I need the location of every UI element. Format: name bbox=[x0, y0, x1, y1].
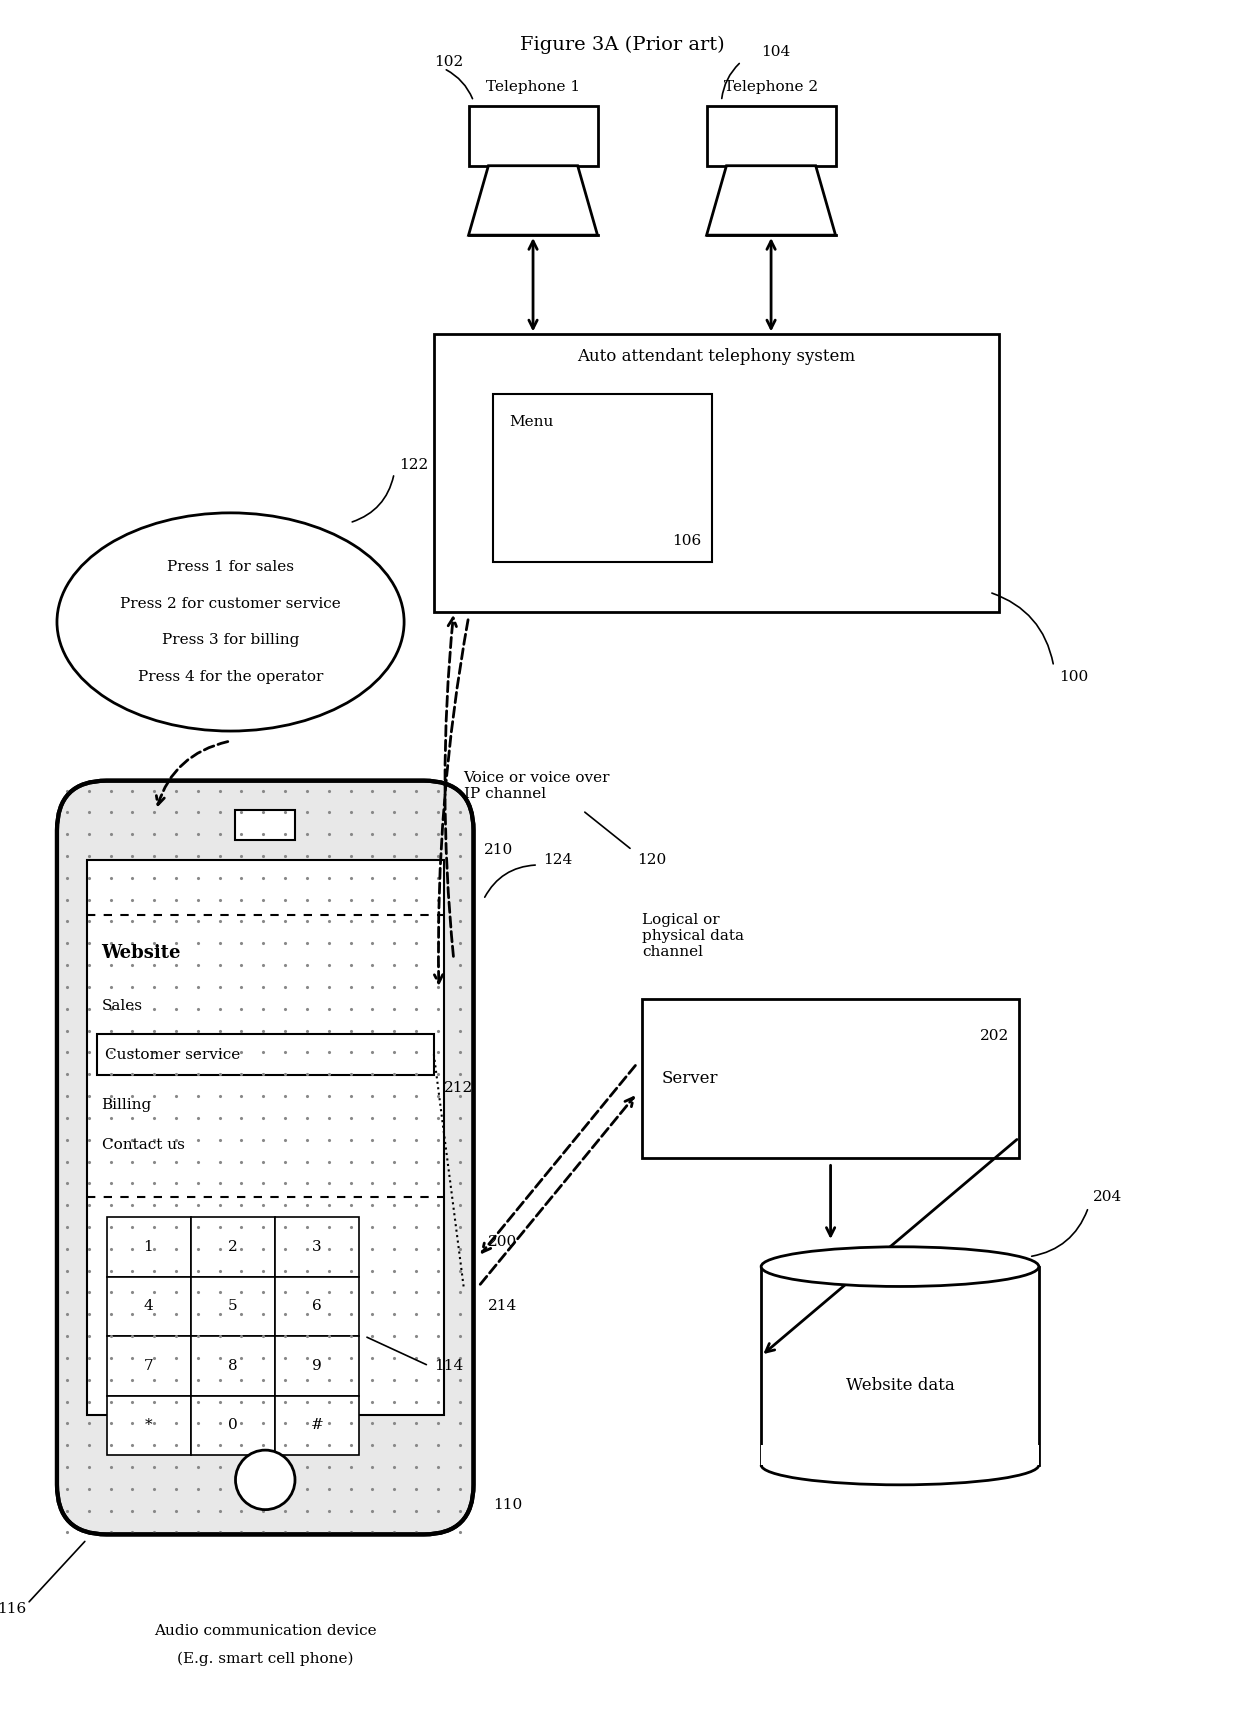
Text: 116: 116 bbox=[0, 1601, 27, 1617]
Text: 8: 8 bbox=[228, 1359, 237, 1373]
Text: Billing: Billing bbox=[102, 1098, 151, 1112]
Bar bbox=[275, 1337, 360, 1395]
Circle shape bbox=[236, 1450, 295, 1510]
Bar bbox=[87, 861, 444, 1416]
Bar bbox=[107, 1337, 191, 1395]
Bar bbox=[97, 1034, 434, 1075]
Bar bbox=[107, 1216, 191, 1276]
Text: 6: 6 bbox=[312, 1299, 321, 1313]
Text: 114: 114 bbox=[434, 1359, 463, 1373]
Bar bbox=[469, 107, 598, 165]
Text: 214: 214 bbox=[489, 1299, 517, 1313]
Text: 122: 122 bbox=[399, 459, 428, 472]
Text: Audio communication device: Audio communication device bbox=[154, 1624, 377, 1637]
Text: 5: 5 bbox=[228, 1299, 237, 1313]
Text: Server: Server bbox=[662, 1070, 718, 1087]
Text: 212: 212 bbox=[444, 1081, 472, 1094]
Bar bbox=[191, 1276, 275, 1337]
Bar bbox=[494, 393, 712, 562]
Text: Customer service: Customer service bbox=[104, 1048, 239, 1062]
Polygon shape bbox=[707, 165, 836, 235]
Text: *: * bbox=[144, 1419, 153, 1433]
Text: Website data: Website data bbox=[846, 1378, 955, 1393]
Text: Figure 3A (Prior art): Figure 3A (Prior art) bbox=[520, 36, 724, 53]
Bar bbox=[191, 1216, 275, 1276]
Text: Contact us: Contact us bbox=[102, 1137, 185, 1151]
Bar bbox=[642, 998, 1019, 1158]
Bar bbox=[107, 1276, 191, 1337]
Text: 204: 204 bbox=[1094, 1191, 1122, 1204]
Bar bbox=[707, 107, 836, 165]
Bar bbox=[761, 1445, 1039, 1465]
Text: 202: 202 bbox=[980, 1029, 1009, 1043]
Text: 0: 0 bbox=[228, 1419, 237, 1433]
Bar bbox=[275, 1216, 360, 1276]
Bar bbox=[191, 1395, 275, 1455]
Text: 104: 104 bbox=[761, 45, 790, 58]
Polygon shape bbox=[469, 165, 598, 235]
Text: 106: 106 bbox=[672, 534, 702, 548]
Text: Menu: Menu bbox=[510, 414, 553, 428]
Text: (E.g. smart cell phone): (E.g. smart cell phone) bbox=[177, 1651, 353, 1666]
Text: 210: 210 bbox=[484, 844, 512, 857]
Text: Website: Website bbox=[102, 945, 181, 962]
Text: Voice or voice over
IP channel: Voice or voice over IP channel bbox=[464, 771, 610, 801]
Text: 120: 120 bbox=[637, 854, 666, 868]
Text: Auto attendant telephony system: Auto attendant telephony system bbox=[578, 347, 856, 364]
Bar bbox=[107, 1395, 191, 1455]
Ellipse shape bbox=[761, 1247, 1039, 1287]
Text: Logical or
physical data
channel: Logical or physical data channel bbox=[642, 912, 744, 959]
Text: 7: 7 bbox=[144, 1359, 153, 1373]
Text: Press 4 for the operator: Press 4 for the operator bbox=[138, 670, 324, 684]
Text: 124: 124 bbox=[543, 854, 572, 868]
Text: 9: 9 bbox=[312, 1359, 321, 1373]
Text: 100: 100 bbox=[1059, 670, 1087, 684]
Text: Telephone 2: Telephone 2 bbox=[724, 81, 818, 94]
Text: 2: 2 bbox=[228, 1240, 237, 1254]
Bar bbox=[191, 1337, 275, 1395]
Text: Press 1 for sales: Press 1 for sales bbox=[167, 560, 294, 574]
Text: Press 3 for billing: Press 3 for billing bbox=[162, 632, 299, 646]
Text: Press 2 for customer service: Press 2 for customer service bbox=[120, 598, 341, 612]
Bar bbox=[434, 335, 999, 612]
Text: Sales: Sales bbox=[102, 998, 143, 1014]
Text: 200: 200 bbox=[489, 1235, 517, 1249]
FancyBboxPatch shape bbox=[57, 780, 474, 1534]
Text: Telephone 1: Telephone 1 bbox=[486, 81, 580, 94]
Text: 110: 110 bbox=[494, 1498, 522, 1512]
Ellipse shape bbox=[57, 514, 404, 732]
Text: #: # bbox=[310, 1419, 324, 1433]
Text: 102: 102 bbox=[434, 55, 463, 69]
Bar bbox=[275, 1276, 360, 1337]
Bar bbox=[236, 811, 295, 840]
Bar bbox=[275, 1395, 360, 1455]
Text: 4: 4 bbox=[144, 1299, 153, 1313]
Text: 1: 1 bbox=[144, 1240, 153, 1254]
Text: 3: 3 bbox=[312, 1240, 321, 1254]
